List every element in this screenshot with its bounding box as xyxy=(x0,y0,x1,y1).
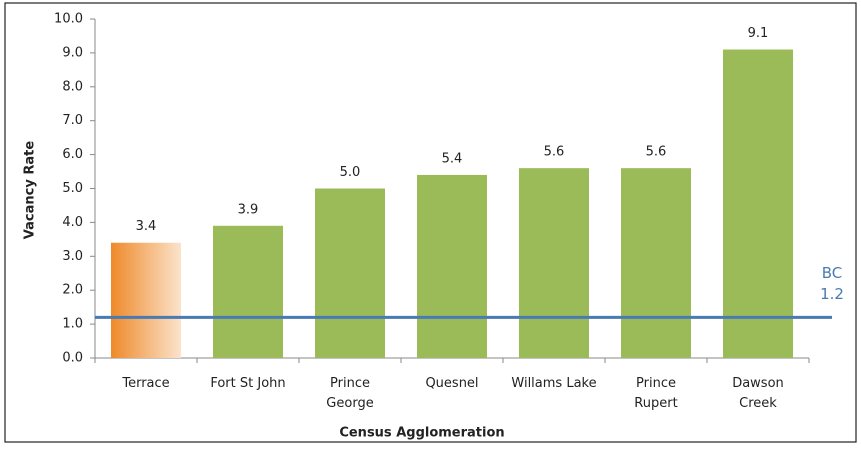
value-label: 9.1 xyxy=(748,26,769,41)
y-tick-label: 7.0 xyxy=(62,113,83,128)
bar xyxy=(213,225,283,358)
bar xyxy=(417,174,487,358)
value-label: 3.4 xyxy=(136,219,157,234)
bar xyxy=(111,242,181,358)
value-label: 5.0 xyxy=(340,165,361,180)
x-axis-title: Census Agglomeration xyxy=(339,426,504,441)
x-tick-label: Terrace xyxy=(121,376,169,391)
x-tick-label: Prince George xyxy=(326,376,373,411)
y-tick-label: 0.0 xyxy=(62,351,83,366)
bar xyxy=(315,188,385,358)
value-label: 5.6 xyxy=(646,145,667,160)
y-tick-label: 10.0 xyxy=(54,12,83,27)
y-tick-label: 9.0 xyxy=(62,45,83,60)
x-tick-label: Prince Rupert xyxy=(634,376,677,411)
y-axis-title: Vacancy Rate xyxy=(23,141,38,240)
bar xyxy=(723,49,793,358)
y-tick-label: 6.0 xyxy=(62,147,83,162)
value-label: 3.9 xyxy=(238,202,259,217)
reference-label: BC xyxy=(822,264,843,282)
bar xyxy=(621,168,691,358)
reference-value: 1.2 xyxy=(820,285,844,303)
value-label: 5.4 xyxy=(442,151,463,166)
y-tick-label: 2.0 xyxy=(62,283,83,298)
y-tick-label: 8.0 xyxy=(62,79,83,94)
bar xyxy=(519,168,589,358)
x-tick-label: Fort St John xyxy=(210,376,285,391)
x-tick-label: Willams Lake xyxy=(511,376,596,391)
x-tick-label: Quesnel xyxy=(425,376,478,391)
value-label: 5.6 xyxy=(544,145,565,160)
y-tick-label: 5.0 xyxy=(62,181,83,196)
y-tick-label: 4.0 xyxy=(62,215,83,230)
y-tick-label: 1.0 xyxy=(62,317,83,332)
y-tick-label: 3.0 xyxy=(62,249,83,264)
x-tick-label: Dawson Creek xyxy=(732,376,784,411)
